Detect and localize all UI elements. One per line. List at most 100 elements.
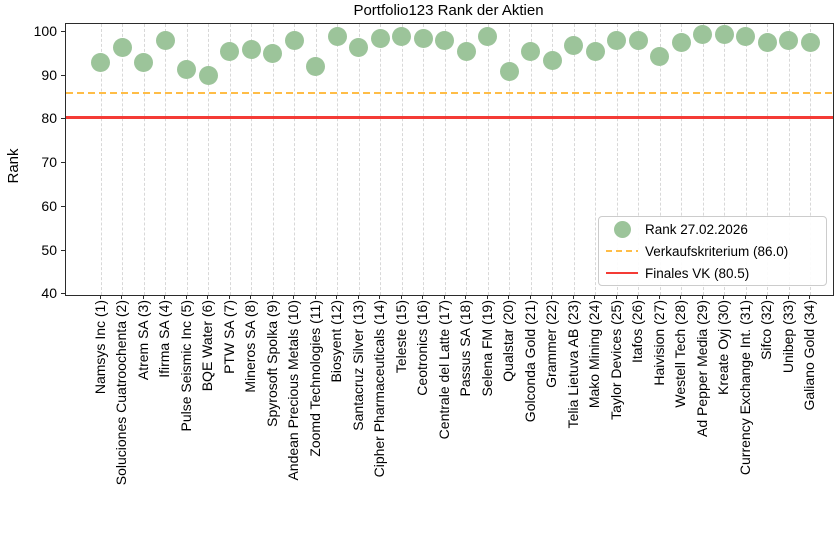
x-tick-mark	[121, 295, 123, 299]
data-point	[478, 26, 498, 46]
legend-row: Finales VK (80.5)	[599, 263, 826, 283]
x-tick-mark	[99, 295, 101, 299]
vertical-gridline	[444, 24, 446, 295]
vertical-gridline	[229, 24, 231, 295]
x-tick-mark	[207, 295, 209, 299]
vertical-gridline	[724, 24, 726, 295]
vertical-gridline	[100, 24, 102, 295]
legend-label: Finales VK (80.5)	[645, 265, 750, 281]
vertical-gridline	[208, 24, 210, 295]
x-tick-mark	[336, 295, 338, 299]
legend-marker-col	[599, 271, 645, 275]
y-tick-mark	[61, 31, 65, 32]
data-point	[198, 66, 218, 86]
vertical-gridline	[659, 24, 661, 295]
vertical-gridline	[681, 24, 683, 295]
y-tick-mark	[61, 205, 65, 207]
x-tick-mark	[529, 295, 531, 299]
y-tick-label: 50	[41, 241, 57, 258]
y-tick-mark	[61, 249, 65, 251]
x-tick-label: Galiano Gold (34)	[801, 300, 818, 411]
x-tick-label: Atrem SA (3)	[134, 300, 151, 381]
data-point	[650, 46, 670, 66]
plot-area	[65, 23, 834, 296]
x-tick-mark	[422, 295, 424, 299]
x-tick-label: Ad Pepper Media (29)	[693, 300, 710, 437]
vertical-gridline	[358, 24, 360, 295]
vertical-gridline	[186, 24, 188, 295]
x-tick-mark	[400, 295, 402, 299]
y-tick-label: 100	[33, 23, 57, 39]
x-tick-mark	[164, 295, 166, 299]
x-tick-mark	[809, 295, 811, 299]
x-tick-mark	[787, 295, 789, 299]
y-tick-label: 90	[41, 66, 57, 83]
x-tick-label: Zoomd Technologies (11)	[306, 300, 323, 457]
data-point	[155, 31, 175, 51]
x-tick-label: BQE Water (6)	[199, 300, 216, 392]
x-tick-mark	[723, 295, 725, 299]
data-point	[392, 26, 412, 46]
x-tick-mark	[594, 295, 596, 299]
x-tick-label: Mako Mining (24)	[586, 300, 603, 409]
data-point	[370, 29, 390, 49]
x-tick-mark	[293, 295, 295, 299]
data-point	[306, 57, 326, 77]
vertical-gridline	[638, 24, 640, 295]
legend-row: Rank 27.02.2026	[599, 219, 826, 239]
y-tick-label: 70	[41, 154, 57, 171]
vertical-gridline	[466, 24, 468, 295]
x-tick-label: Andean Precious Metals (10)	[285, 300, 302, 481]
legend: Rank 27.02.2026 Verkaufskriterium (86.0) F…	[598, 216, 827, 286]
x-tick-mark	[379, 295, 381, 299]
data-point	[112, 37, 132, 57]
x-tick-label: Westell Tech (28)	[672, 300, 689, 408]
x-tick-label: Haivision (27)	[650, 300, 667, 386]
data-point	[456, 42, 476, 62]
x-tick-label: Itafos (26)	[629, 300, 646, 364]
legend-marker-col	[599, 220, 645, 238]
vertical-gridline	[767, 24, 769, 295]
data-point	[134, 53, 154, 73]
vertical-gridline	[165, 24, 167, 295]
x-tick-mark	[185, 295, 187, 299]
data-point	[585, 42, 605, 62]
x-tick-label: Soluciones Cuatroochenta (2)	[113, 300, 130, 486]
data-point	[779, 31, 799, 51]
x-tick-mark	[766, 295, 768, 299]
x-tick-label: Selena FM (19)	[478, 300, 495, 397]
x-tick-label: Qualstar (20)	[500, 300, 517, 382]
x-tick-mark	[615, 295, 617, 299]
x-tick-mark	[357, 295, 359, 299]
x-tick-mark	[658, 295, 660, 299]
data-point	[284, 31, 304, 51]
x-tick-label: Pulse Seismic Inc (5)	[177, 300, 194, 432]
x-tick-label: Ifirma SA (4)	[156, 300, 173, 378]
x-tick-mark	[443, 295, 445, 299]
legend-marker-col	[599, 249, 645, 253]
vertical-gridline	[530, 24, 532, 295]
data-point	[671, 33, 691, 53]
x-tick-mark	[250, 295, 252, 299]
vertical-gridline	[122, 24, 124, 295]
vertical-gridline	[702, 24, 704, 295]
data-point	[241, 39, 261, 59]
x-tick-label: Centrale del Latte (17)	[435, 300, 452, 440]
data-point	[736, 26, 756, 46]
x-tick-mark	[228, 295, 230, 299]
x-tick-mark	[637, 295, 639, 299]
vertical-gridline	[595, 24, 597, 295]
x-tick-label: Biosyent (12)	[328, 300, 345, 383]
data-point	[413, 29, 433, 49]
data-point	[263, 44, 283, 64]
sell-criterion-line	[66, 91, 833, 95]
data-point	[757, 33, 777, 53]
y-axis-label: Rank	[5, 148, 22, 184]
vertical-gridline	[487, 24, 489, 295]
vertical-gridline	[380, 24, 382, 295]
vertical-gridline	[788, 24, 790, 295]
data-point	[91, 53, 111, 73]
legend-solid-marker	[606, 271, 638, 275]
x-tick-label: Teleste (15)	[392, 300, 409, 374]
